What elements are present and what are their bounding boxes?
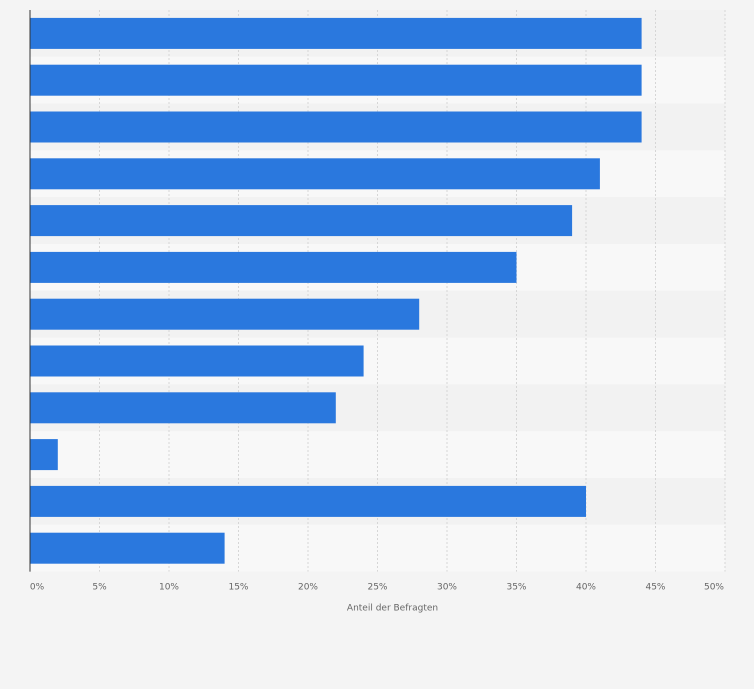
bars xyxy=(30,17,642,564)
x-tick-label: 35% xyxy=(506,583,526,593)
bar xyxy=(30,439,58,471)
x-tick-label: 50% xyxy=(704,583,724,593)
bar xyxy=(30,345,364,377)
bar xyxy=(30,205,573,237)
x-tick-label: 25% xyxy=(367,583,387,593)
bar xyxy=(30,485,586,517)
x-axis-title: Anteil der Befragten xyxy=(347,604,438,614)
x-tick-label: 5% xyxy=(92,583,107,593)
bar xyxy=(30,17,642,49)
x-tick-label: 10% xyxy=(159,583,179,593)
x-tick-label: 15% xyxy=(228,583,248,593)
bar xyxy=(30,64,642,96)
bar xyxy=(30,251,517,283)
x-tick-labels: 0% 5% 10% 15% 20% 25% 30% 35% 40% 45% 50% xyxy=(30,583,725,593)
x-tick-label: 40% xyxy=(576,583,596,593)
bar xyxy=(30,532,225,564)
x-tick-label: 0% xyxy=(30,583,45,593)
bar xyxy=(30,111,642,143)
x-tick-label: 45% xyxy=(645,583,665,593)
x-tick-label: 20% xyxy=(298,583,318,593)
bar xyxy=(30,392,336,424)
x-tick-label: 30% xyxy=(437,583,457,593)
bar xyxy=(30,298,420,330)
bar xyxy=(30,158,600,190)
